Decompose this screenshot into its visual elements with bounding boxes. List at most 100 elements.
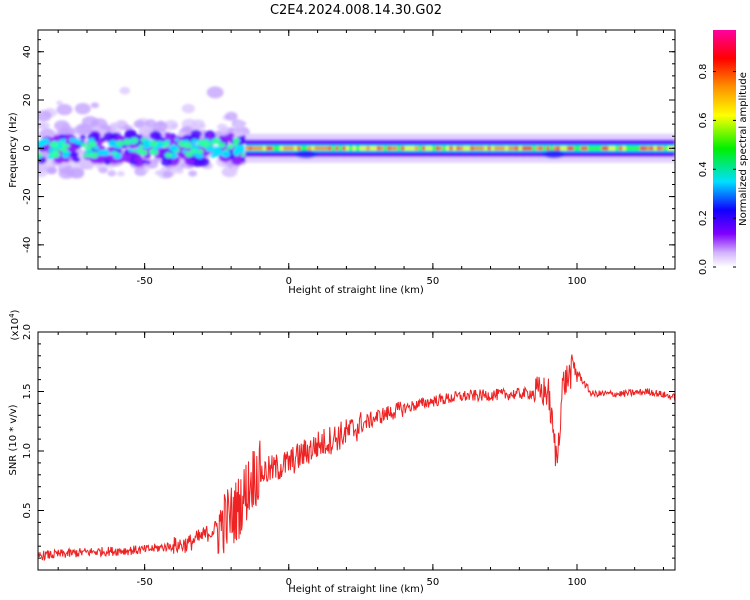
spectrogram-band-cell <box>612 146 616 151</box>
spectrogram-band-cell <box>287 146 291 151</box>
spectrogram-cell <box>52 135 61 142</box>
spectrogram-band-cell <box>397 146 401 151</box>
spectrogram-cell <box>70 153 76 158</box>
spectrogram-band-cell <box>408 146 412 151</box>
colorbar-tick-label: 0.8 <box>698 64 709 80</box>
spectrogram-band-cell <box>432 146 436 151</box>
spectrogram-band-cell <box>536 146 540 151</box>
spectrogram-cell <box>202 143 209 149</box>
spectrogram-cell <box>82 153 88 158</box>
snr-panel: -50 0 50 100 0.5 1.0 1.5 2.0 Height of straigh… <box>8 309 676 595</box>
spectrogram-band-cell <box>511 146 515 151</box>
snr-y-tick-label: 1.0 <box>22 443 33 459</box>
spectrogram-cell <box>38 152 43 159</box>
spectrogram-band-cell <box>325 146 329 151</box>
spectrogram-y-tick-label: -40 <box>22 237 33 253</box>
spectrogram-cell <box>133 120 145 129</box>
spectrogram-cell <box>186 158 195 166</box>
spectrogram-cell <box>175 167 184 174</box>
spectrogram-y-tick-label: -20 <box>22 188 33 204</box>
spectrogram-cell <box>115 140 124 147</box>
spectrogram-cell <box>240 153 246 157</box>
spectrogram-frame <box>37 29 676 270</box>
spectrogram-cell <box>113 151 119 156</box>
spectrogram-cell <box>56 100 63 106</box>
spectrogram-band-cell <box>449 146 453 151</box>
spectrogram-band-cell <box>491 146 495 151</box>
spectrogram-heatmap <box>38 86 675 179</box>
spectrogram-cell <box>233 121 245 129</box>
spectrogram-cell <box>206 86 224 99</box>
spectrogram-band-cell <box>387 146 391 151</box>
spectrogram-cell <box>58 167 75 179</box>
spectrogram-band-cell <box>297 146 301 151</box>
spectrogram-band-cell <box>245 146 249 151</box>
spectrogram-band-cell <box>660 146 664 151</box>
spectrogram-cell <box>196 157 210 167</box>
spectrogram-cell <box>108 140 118 147</box>
spectrogram-band-cell <box>556 146 560 151</box>
spectrogram-cell <box>190 129 202 139</box>
spectrogram-band-cell <box>332 146 335 151</box>
snr-x-tick-label: 50 <box>427 577 440 588</box>
spectrogram-cell <box>154 133 160 138</box>
spectrogram-band-cell <box>567 146 571 151</box>
spectrogram-y-ticks: -40 -20 0 20 40 <box>22 39 675 270</box>
spectrogram-band-cell <box>574 146 578 151</box>
spectrogram-cell <box>182 149 187 153</box>
spectrogram-band-cell <box>428 146 432 151</box>
colorbar-gradient <box>713 30 736 267</box>
spectrogram-cell <box>138 144 145 149</box>
spectrogram-x-tick-label: 50 <box>427 276 440 287</box>
spectrogram-band-cell <box>255 146 259 151</box>
spectrogram-cell <box>72 156 81 163</box>
spectrogram-cell <box>76 140 82 145</box>
spectrogram-band-cell <box>376 146 380 151</box>
spectrogram-cell <box>149 148 159 156</box>
spectrogram-band-cell <box>328 146 332 151</box>
spectrogram-x-ticks: -50 0 50 100 <box>57 30 664 287</box>
snr-y-ticks: 0.5 1.0 1.5 2.0 <box>22 324 675 559</box>
spectrogram-band-cell <box>639 146 643 151</box>
snr-y-tick-label: 1.5 <box>22 384 33 400</box>
spectrogram-cell <box>95 156 105 164</box>
spectrogram-band-cell <box>525 146 529 151</box>
spectrogram-band-cell <box>636 146 640 151</box>
spectrogram-band-cell <box>435 146 439 151</box>
spectrogram-y-tick-label: 0 <box>22 145 33 151</box>
spectrogram-cell <box>61 144 68 149</box>
spectrogram-cell <box>39 122 50 130</box>
spectrogram-band-cell <box>605 146 609 151</box>
spectrogram-cell <box>220 127 228 134</box>
spectrogram-cell <box>39 128 56 141</box>
spectrogram-cell <box>232 137 241 144</box>
spectrogram-band-cell <box>318 146 322 151</box>
spectrogram-cell <box>193 152 200 157</box>
spectrogram-band-cell <box>608 146 612 151</box>
spectrogram-cell <box>92 121 99 126</box>
spectrogram-band-cell <box>615 146 619 151</box>
spectrogram-band-cell <box>466 146 470 151</box>
spectrogram-band-cell <box>338 146 342 151</box>
spectrogram-band-cell <box>587 146 591 151</box>
spectrogram-band-cell <box>553 146 557 151</box>
spectrogram-band-cell <box>632 146 636 151</box>
spectrogram-band-cell <box>601 146 605 151</box>
spectrogram-band-cell <box>404 146 408 151</box>
spectrogram-cell <box>87 165 94 170</box>
spectrogram-cell <box>61 138 67 142</box>
spectrogram-x-tick-label: 100 <box>567 276 586 287</box>
spectrogram-band-cell <box>622 146 626 151</box>
spectrogram-band-cell <box>415 146 419 151</box>
spectrogram-band-cell <box>411 146 415 151</box>
spectrogram-cell <box>169 144 179 152</box>
spectrogram-cell <box>119 86 131 95</box>
spectrogram-cell <box>142 168 150 173</box>
spectrogram-cell <box>145 160 151 165</box>
figure-title: C2E4.2024.008.14.30.G02 <box>270 3 442 18</box>
spectrogram-band-cell <box>366 146 370 151</box>
snr-x-tick-label: 100 <box>567 577 586 588</box>
spectrogram-x-tick-label: 0 <box>286 276 292 287</box>
spectrogram-cell <box>48 148 54 153</box>
spectrogram-cell <box>221 150 231 158</box>
